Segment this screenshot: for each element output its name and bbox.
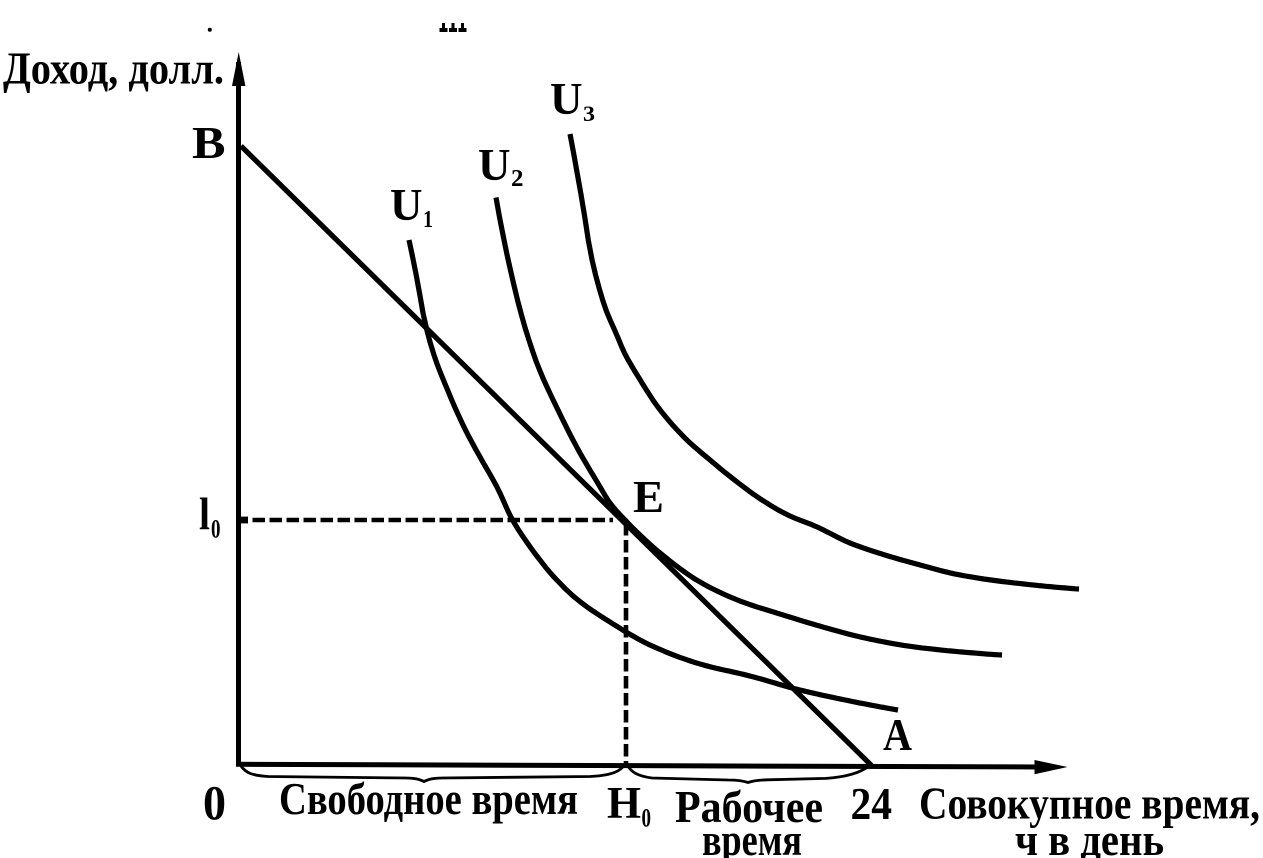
svg-text:Н: Н [607,778,641,828]
svg-text:U: U [478,140,511,190]
svg-text:ч в день: ч в день [1015,815,1164,858]
svg-text:время: время [702,815,802,858]
svg-text:l: l [199,489,210,539]
svg-text:Совокупное время,: Совокупное время, [919,779,1260,829]
svg-text:U: U [390,180,423,230]
svg-text:0: 0 [211,515,221,544]
svg-text:А: А [883,710,912,760]
svg-text:В: В [192,118,226,168]
svg-text:0: 0 [642,804,652,833]
svg-text:2: 2 [511,166,524,192]
svg-text:0: 0 [203,775,226,830]
svg-text:1: 1 [423,207,433,233]
svg-text:3: 3 [583,101,595,126]
svg-text:Свободное время: Свободное время [279,774,578,824]
svg-text:Е: Е [633,472,664,522]
svg-text:24: 24 [851,779,893,829]
svg-text:Доход, долл.: Доход, долл. [3,44,224,94]
svg-text:Рабочее: Рабочее [675,782,823,832]
svg-text:U: U [550,74,583,124]
